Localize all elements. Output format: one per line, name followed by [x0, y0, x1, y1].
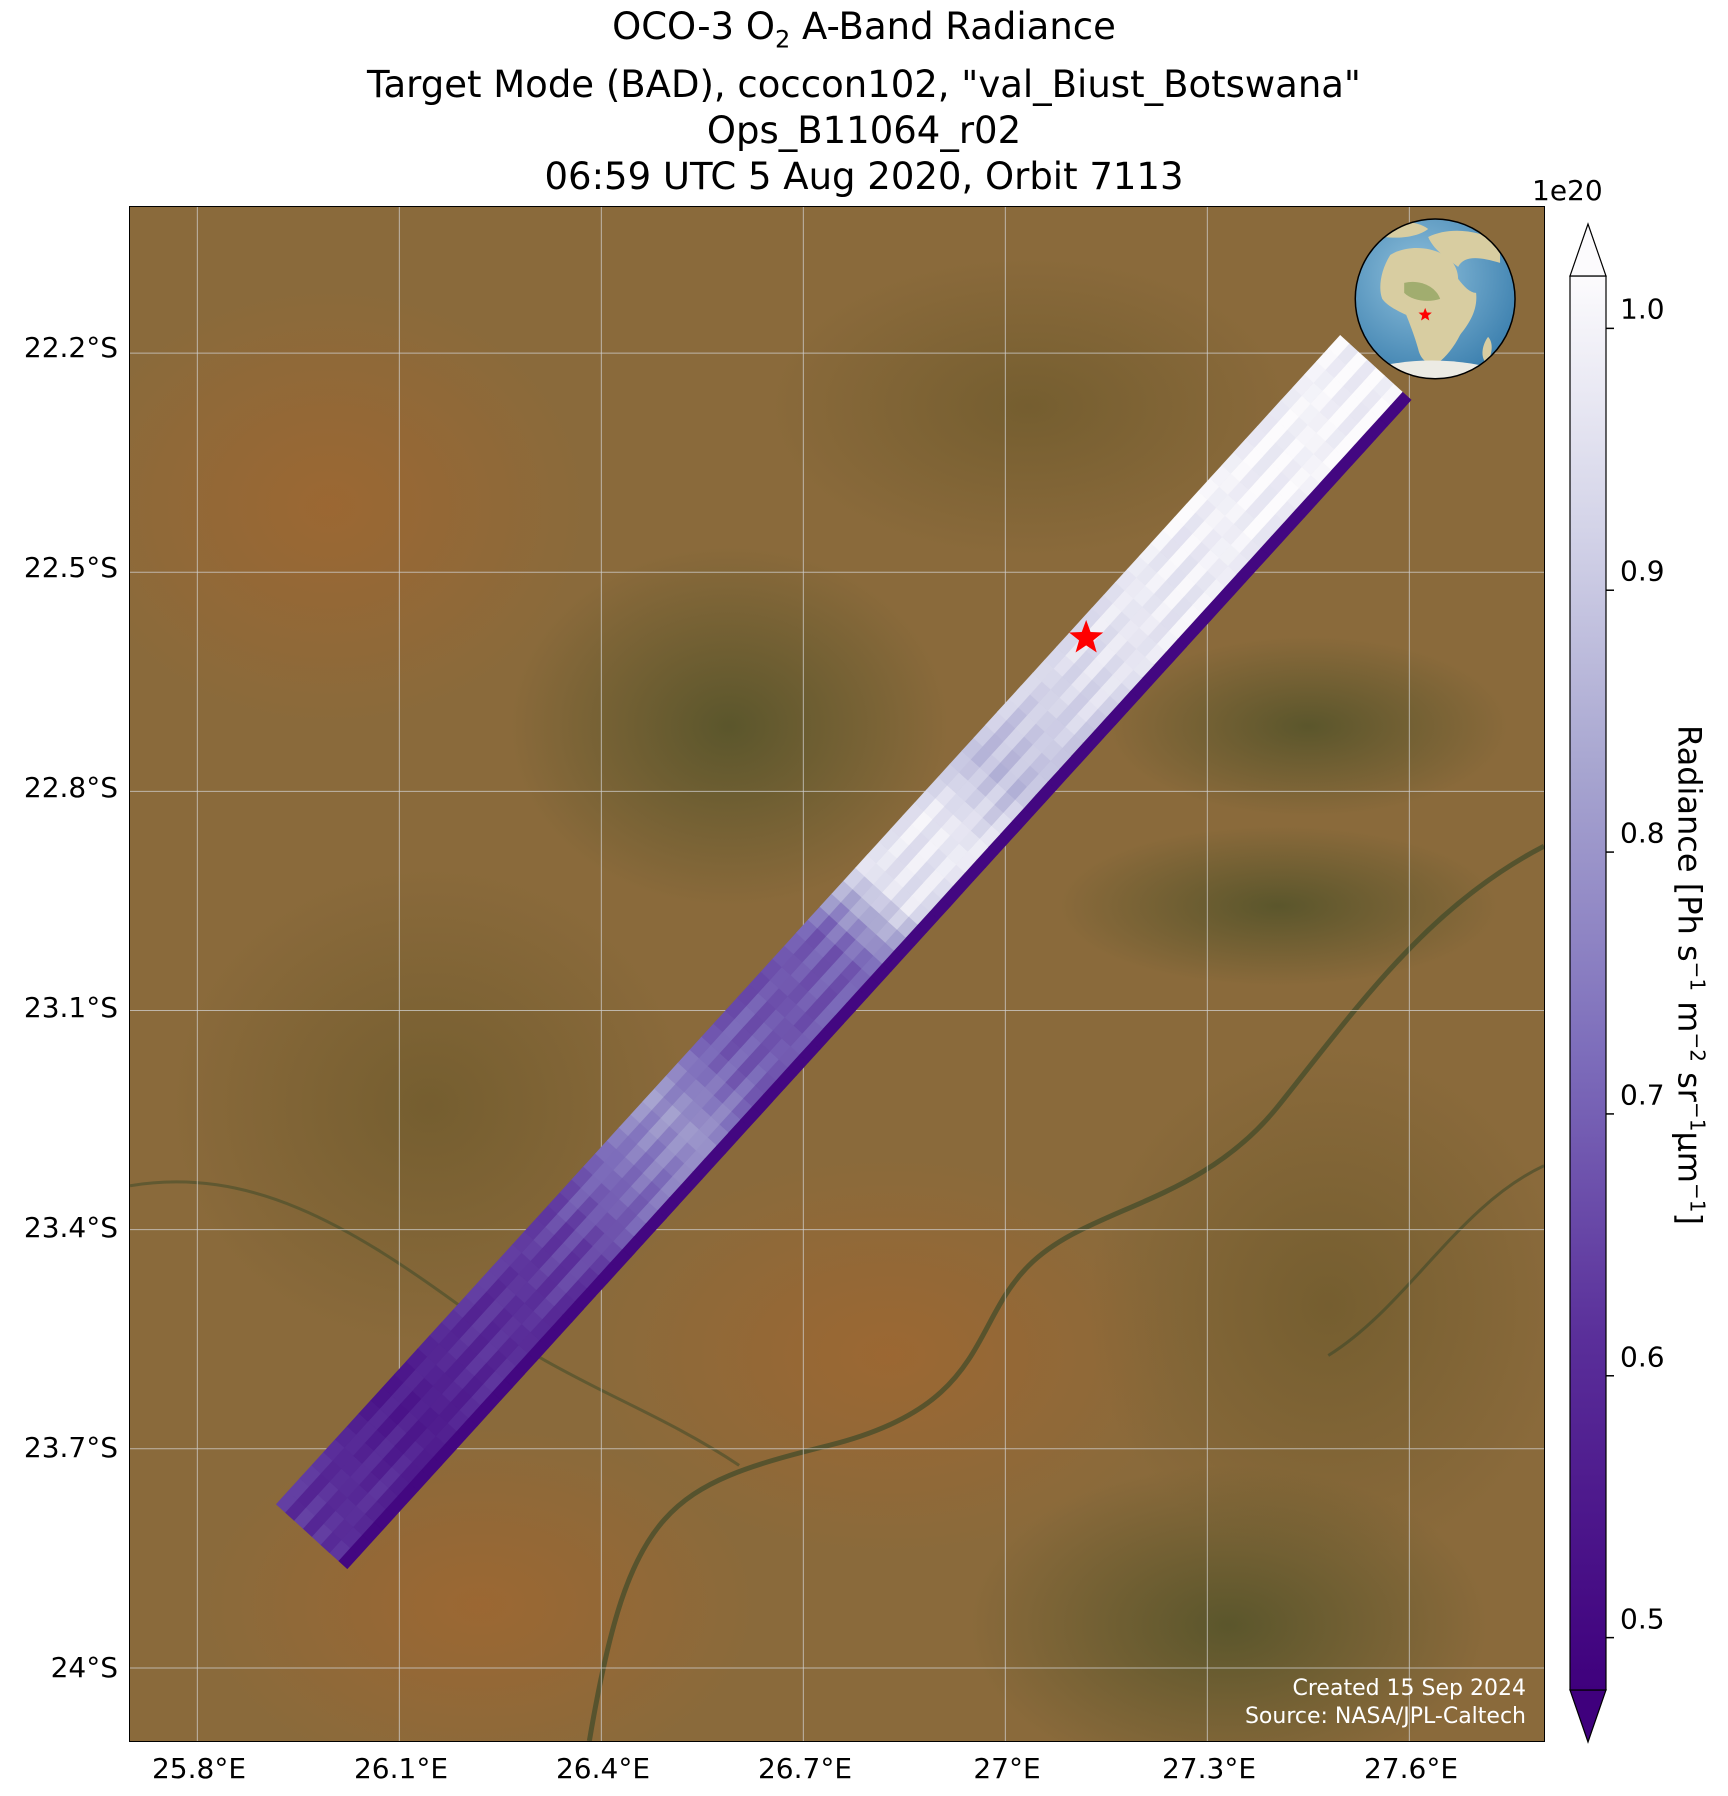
lat-tick-label: 22.5°S	[23, 551, 118, 584]
lat-tick-label: 24°S	[50, 1651, 118, 1684]
swath-footprint	[1327, 335, 1350, 357]
lon-tick-label: 26.7°E	[757, 1752, 853, 1785]
lon-tick-label: 26.4°E	[555, 1752, 651, 1785]
map-panel[interactable]	[129, 206, 1545, 1742]
map-canvas[interactable]	[130, 207, 1544, 1741]
lon-tick-label: 26.1°E	[353, 1752, 449, 1785]
colorbar	[1569, 222, 1614, 1744]
map-title: OCO-3 O2 A-Band Radiance Target Mode (BA…	[0, 4, 1728, 200]
globe-target-star-icon	[1418, 307, 1432, 321]
lon-tick-label: 27°E	[973, 1752, 1041, 1785]
colorbar-tick-label: 1.0	[1620, 292, 1665, 326]
title-line-4: 06:59 UTC 5 Aug 2020, Orbit 7113	[544, 155, 1184, 199]
credit-created: Created 15 Sep 2024	[1292, 1676, 1527, 1701]
target-site-marker	[1069, 619, 1104, 653]
lat-tick-label: 22.2°S	[23, 331, 118, 364]
colorbar-tick-label: 0.7	[1620, 1078, 1665, 1112]
colorbar-tick-label: 0.5	[1620, 1602, 1665, 1636]
lon-tick-label: 27.6°E	[1363, 1752, 1459, 1785]
lat-tick-label: 23.4°S	[23, 1211, 118, 1244]
colorbar-tick-label: 0.9	[1620, 554, 1665, 588]
title-line-3: Ops_B11064_r02	[706, 109, 1022, 153]
colorbar-exponent: 1e20	[1532, 174, 1603, 207]
colorbar-label: Radiance [Ph s−1 m−2 sr−1μm−1]	[1670, 725, 1710, 1225]
title-line-1: OCO-3 O2 A-Band Radiance	[612, 5, 1116, 54]
colorbar-tick-label: 0.6	[1620, 1340, 1665, 1374]
title-line-2: Target Mode (BAD), coccon102, "val_Biust…	[367, 63, 1361, 107]
colorbar-tick-label: 0.8	[1620, 816, 1665, 850]
credit-source: Source: NASA/JPL-Caltech	[1244, 1704, 1526, 1729]
lat-tick-label: 23.1°S	[23, 991, 118, 1024]
globe-land	[1368, 221, 1509, 379]
inset-globe	[1354, 218, 1516, 380]
lat-tick-label: 22.8°S	[23, 771, 118, 804]
radiance-swath	[275, 335, 1412, 1570]
lon-tick-label: 25.8°E	[151, 1752, 247, 1785]
lat-tick-label: 23.7°S	[23, 1431, 118, 1464]
colorbar-ticks	[1606, 327, 1614, 1639]
lon-tick-label: 27.3°E	[1161, 1752, 1257, 1785]
target-star-icon	[1069, 619, 1104, 653]
